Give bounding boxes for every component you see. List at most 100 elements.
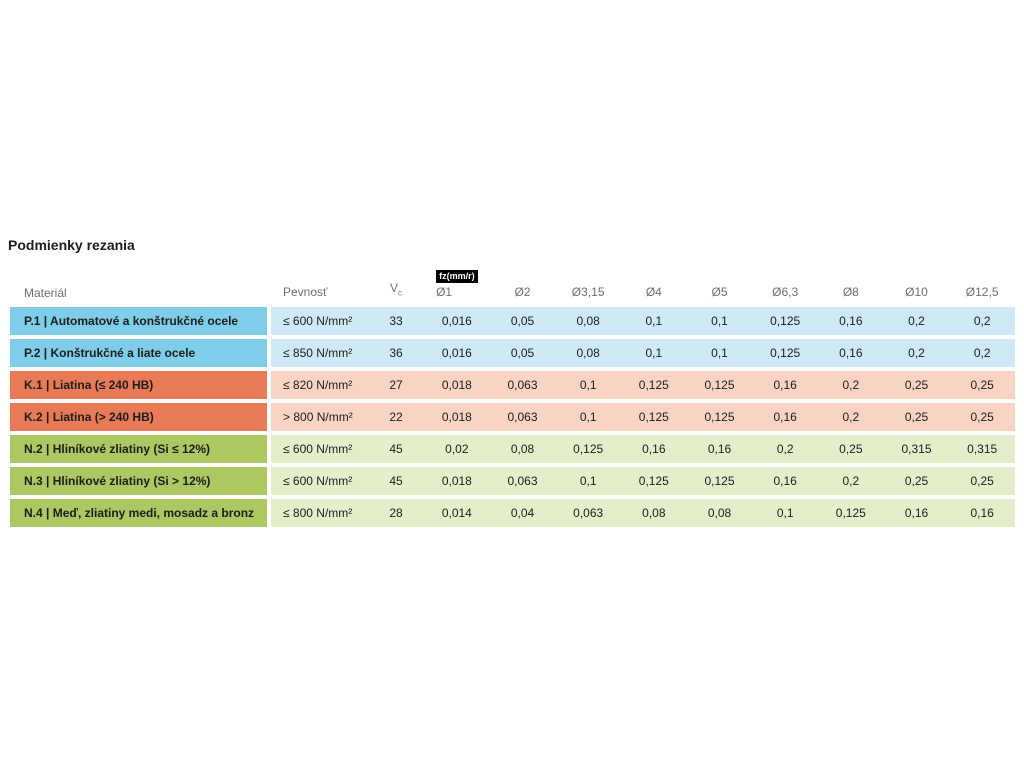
fz-cell: 0,2	[842, 378, 860, 392]
fz-cell: 0,014	[441, 506, 472, 520]
fz-cell: 0,2	[842, 410, 860, 424]
table-row: P.2 | Konštrukčné a liate ocele ≤ 850 N/…	[10, 339, 1015, 367]
fz-cell: 0,125	[638, 474, 669, 488]
fz-cell: 0,1	[579, 378, 597, 392]
section-title: Podmienky rezania	[8, 237, 135, 253]
fz-cell: 0,125	[835, 506, 866, 520]
strength-cell: ≤ 820 N/mm²	[283, 378, 353, 392]
fz-cell: 0,1	[711, 314, 728, 328]
fz-unit-badge: fz(mm/r)	[436, 270, 478, 283]
column-header-strength: Pevnosť	[283, 285, 328, 299]
fz-cell: 0,08	[510, 442, 535, 456]
vc-cell: 36	[389, 346, 403, 360]
fz-cell: 0,018	[441, 410, 472, 424]
fz-cell: 0,25	[970, 378, 994, 392]
vc-cell: 45	[389, 474, 403, 488]
table-header-row: Materiál Pevnosť Vc fz(mm/r) Ø1 Ø2 Ø3,15…	[10, 261, 1015, 305]
column-header-d5: Ø5	[711, 285, 728, 299]
table-row: K.2 | Liatina (> 240 HB) > 800 N/mm² 22 …	[10, 403, 1015, 431]
column-header-d3: Ø3,15	[571, 285, 605, 299]
material-cell: N.3 | Hliníkové zliatiny (Si > 12%)	[10, 467, 267, 495]
column-header-d7: Ø8	[842, 285, 859, 299]
table-row: N.3 | Hliníkové zliatiny (Si > 12%) ≤ 60…	[10, 467, 1015, 495]
fz-cell: 0,063	[507, 378, 538, 392]
material-cell: N.4 | Meď, zliatiny medi, mosadz a bronz	[10, 499, 267, 527]
fz-cell: 0,1	[579, 474, 597, 488]
table-row: N.2 | Hliníkové zliatiny (Si ≤ 12%) ≤ 60…	[10, 435, 1015, 463]
material-cell: N.2 | Hliníkové zliatiny (Si ≤ 12%)	[10, 435, 267, 463]
fz-cell: 0,16	[839, 314, 863, 328]
column-header-d8: Ø10	[905, 285, 928, 299]
column-header-d9: Ø12,5	[965, 285, 999, 299]
fz-cell: 0,315	[967, 442, 998, 456]
fz-cell: 0,125	[704, 474, 735, 488]
fz-cell: 0,25	[904, 378, 929, 392]
fz-cell: 0,016	[441, 314, 472, 328]
vc-cell: 27	[389, 378, 403, 392]
fz-cell: 0,1	[776, 506, 794, 520]
material-cell: K.1 | Liatina (≤ 240 HB)	[10, 371, 267, 399]
fz-cell: 0,16	[642, 442, 666, 456]
fz-cell: 0,2	[776, 442, 794, 456]
table-row: N.4 | Meď, zliatiny medi, mosadz a bronz…	[10, 499, 1015, 527]
fz-cell: 0,16	[839, 346, 863, 360]
fz-cell: 0,125	[638, 410, 669, 424]
strength-cell: ≤ 800 N/mm²	[283, 506, 353, 520]
column-header-vc: Vc	[389, 280, 402, 297]
fz-cell: 0,018	[441, 378, 472, 392]
strength-cell: ≤ 600 N/mm²	[283, 442, 353, 456]
material-cell: P.1 | Automatové a konštrukčné ocele	[10, 307, 267, 335]
fz-cell: 0,08	[707, 506, 732, 520]
fz-cell: 0,063	[507, 410, 538, 424]
fz-cell: 0,016	[441, 346, 472, 360]
strength-cell: ≤ 600 N/mm²	[283, 474, 353, 488]
strength-cell: > 800 N/mm²	[283, 410, 353, 424]
fz-cell: 0,05	[510, 314, 535, 328]
strength-cell: ≤ 600 N/mm²	[283, 314, 353, 328]
column-header-d6: Ø6,3	[772, 285, 799, 299]
material-cell: K.2 | Liatina (> 240 HB)	[10, 403, 267, 431]
fz-cell: 0,16	[773, 378, 797, 392]
material-cell: P.2 | Konštrukčné a liate ocele	[10, 339, 267, 367]
vc-cell: 22	[389, 410, 403, 424]
fz-cell: 0,2	[842, 474, 860, 488]
fz-cell: 0,08	[576, 314, 600, 328]
fz-cell: 0,315	[901, 442, 932, 456]
fz-cell: 0,1	[645, 346, 663, 360]
cutting-conditions-section: Podmienky rezania Materiál Pevnosť Vc fz…	[8, 237, 1015, 531]
vc-cell: 45	[389, 442, 403, 456]
fz-cell: 0,25	[970, 474, 994, 488]
fz-cell: 0,25	[904, 410, 929, 424]
fz-cell: 0,04	[510, 506, 535, 520]
table-row: P.1 | Automatové a konštrukčné ocele ≤ 6…	[10, 307, 1015, 335]
vc-cell: 33	[389, 314, 403, 328]
fz-cell: 0,018	[441, 474, 472, 488]
fz-cell: 0,16	[970, 506, 994, 520]
fz-cell: 0,02	[445, 442, 469, 456]
fz-cell: 0,125	[638, 378, 669, 392]
fz-cell: 0,1	[645, 314, 663, 328]
column-header-d4: Ø4	[645, 285, 662, 299]
fz-cell: 0,16	[707, 442, 732, 456]
column-header-material: Materiál	[24, 286, 67, 300]
fz-cell: 0,25	[839, 442, 863, 456]
fz-cell: 0,125	[704, 378, 735, 392]
strength-cell: ≤ 850 N/mm²	[283, 346, 353, 360]
fz-cell: 0,2	[973, 314, 991, 328]
fz-cell: 0,05	[510, 346, 535, 360]
fz-cell: 0,16	[773, 410, 797, 424]
column-header-d2: Ø2	[514, 285, 531, 299]
fz-cell: 0,2	[908, 346, 925, 360]
fz-cell: 0,125	[573, 442, 604, 456]
fz-cell: 0,2	[973, 346, 991, 360]
fz-cell: 0,08	[642, 506, 666, 520]
fz-cell: 0,1	[579, 410, 597, 424]
fz-cell: 0,063	[573, 506, 604, 520]
fz-cell: 0,08	[576, 346, 600, 360]
fz-cell: 0,16	[773, 474, 797, 488]
cutting-conditions-table: Materiál Pevnosť Vc fz(mm/r) Ø1 Ø2 Ø3,15…	[10, 261, 1015, 527]
column-header-d1: fz(mm/r) Ø1	[424, 268, 490, 300]
fz-cell: 0,125	[770, 314, 801, 328]
vc-cell: 28	[389, 506, 403, 520]
fz-cell: 0,063	[507, 474, 538, 488]
